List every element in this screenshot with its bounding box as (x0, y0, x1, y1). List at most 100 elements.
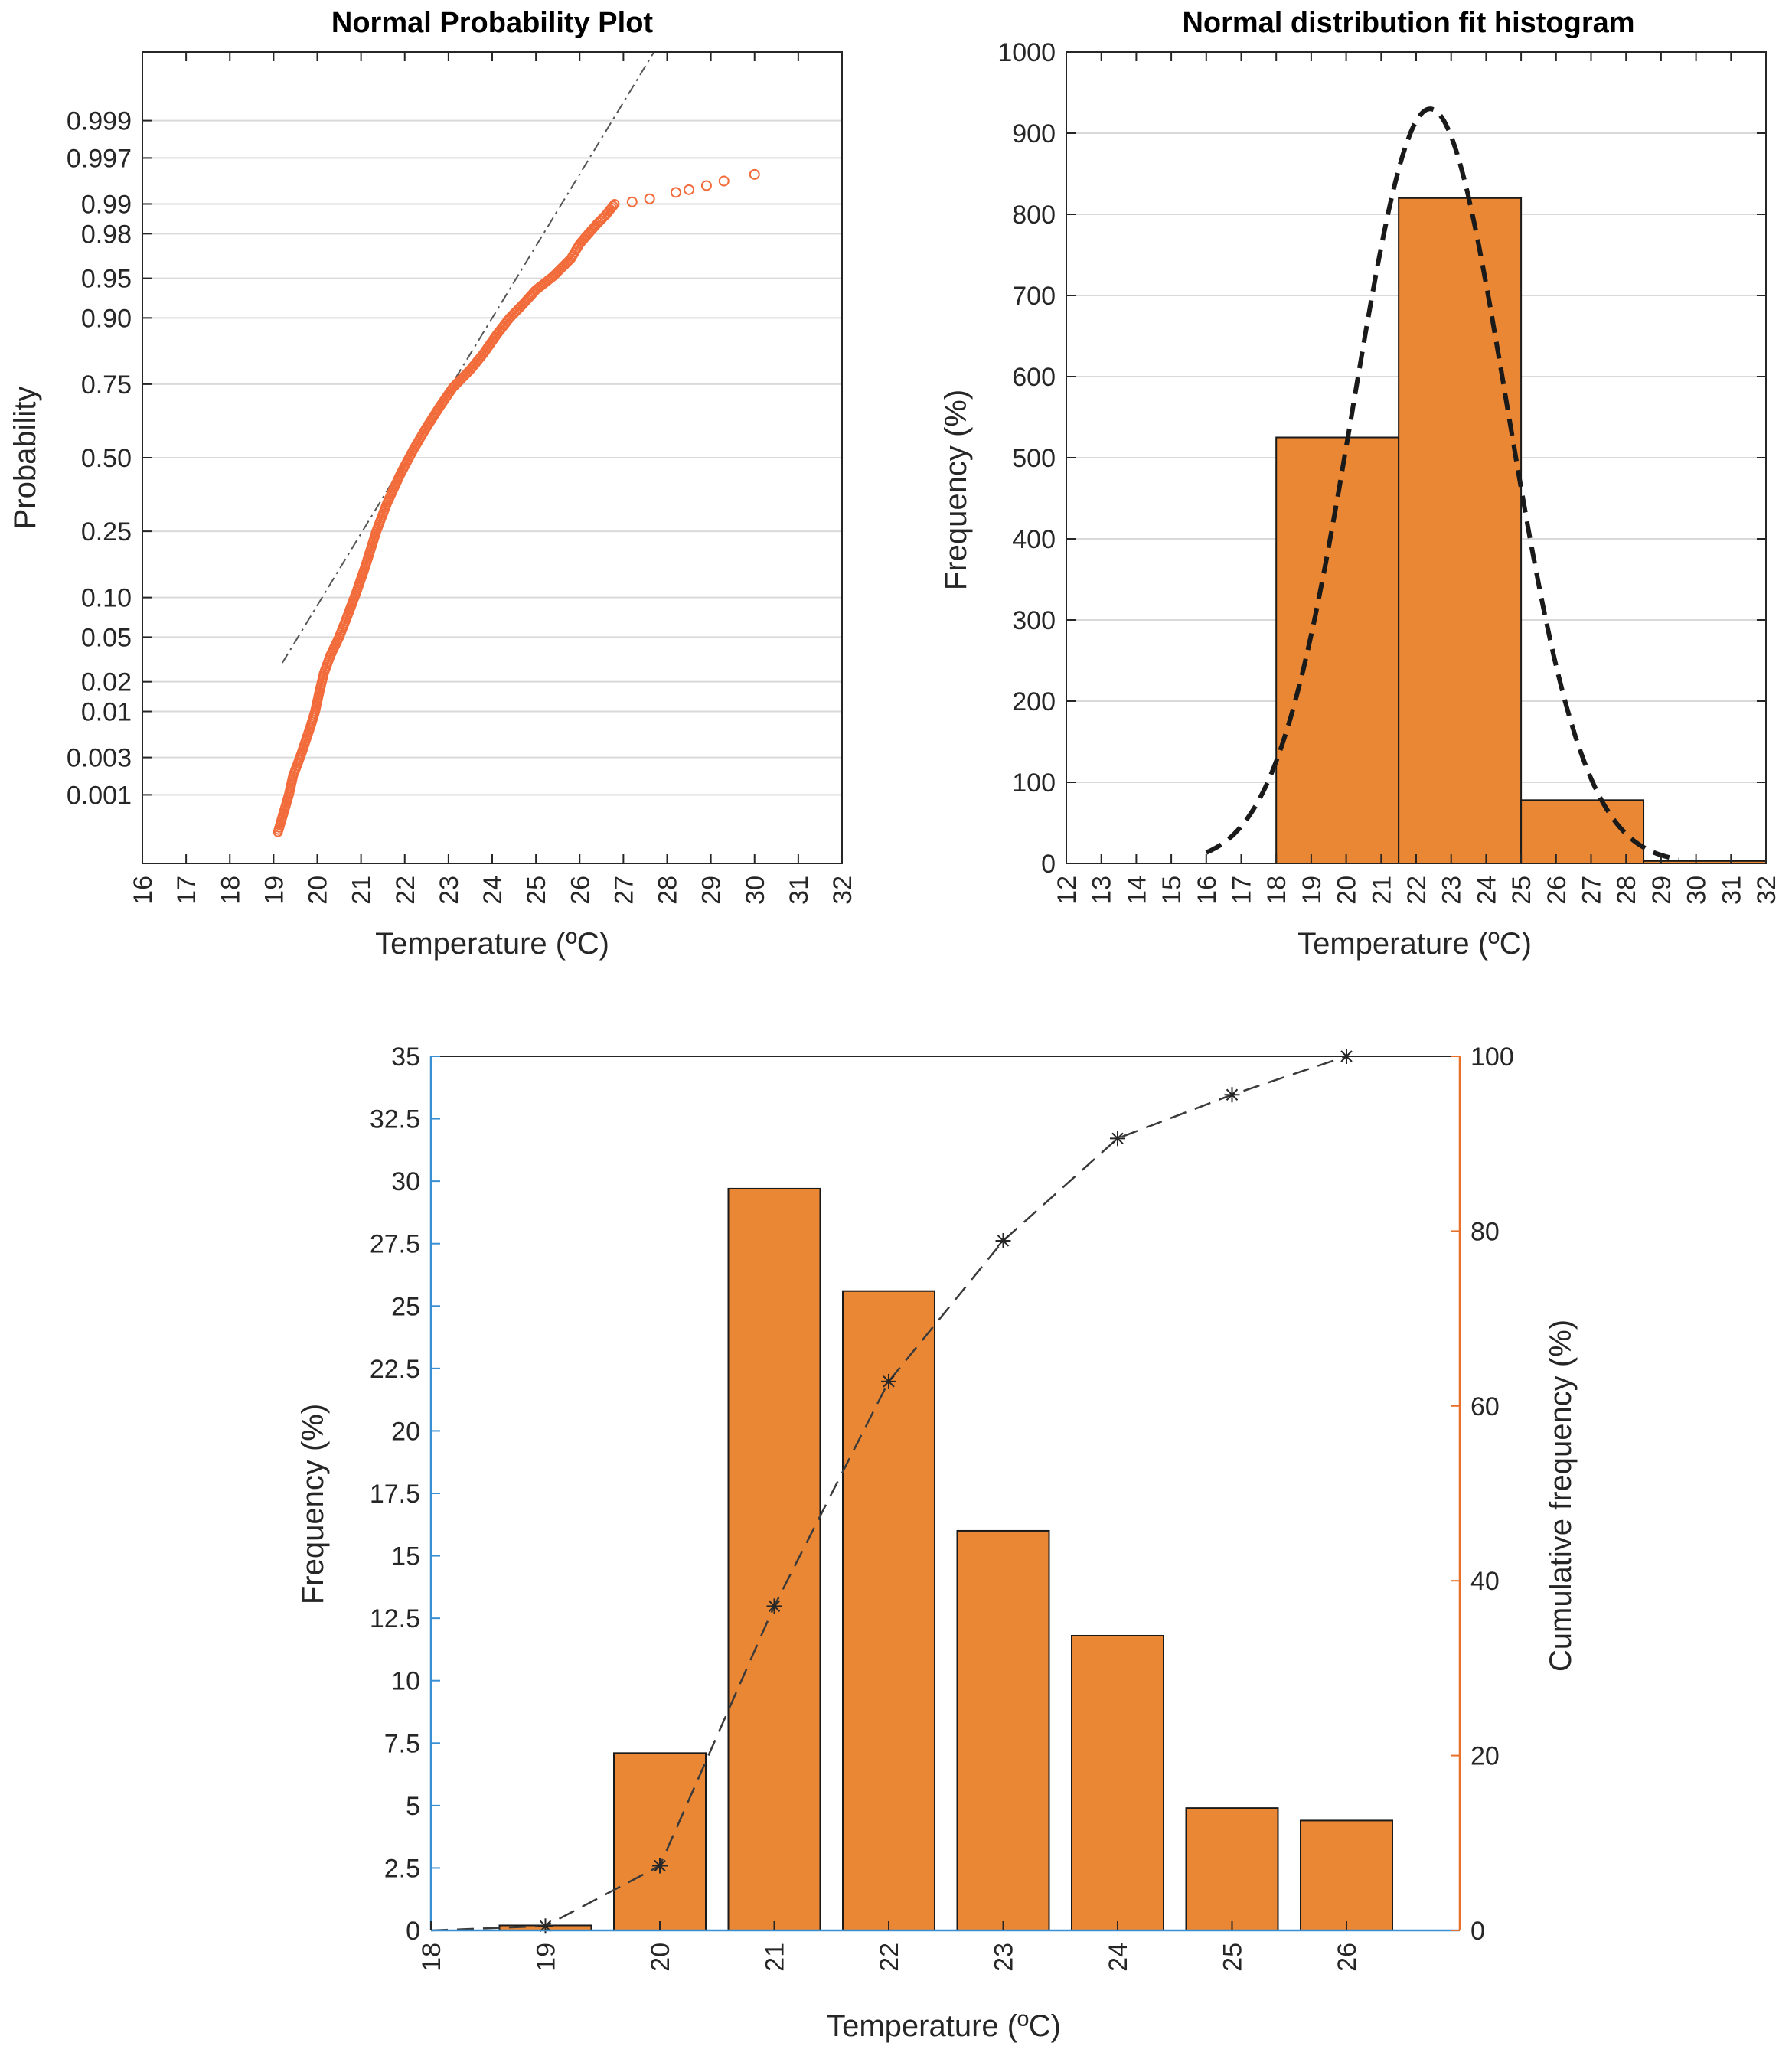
data-point (684, 184, 695, 195)
reference-line (281, 51, 655, 664)
y-tick-label: 0.25 (81, 517, 132, 547)
y-tick-label: 0.05 (81, 623, 132, 652)
y-tick-label: 30 (391, 1167, 420, 1196)
y-tick-label: 35 (391, 1043, 420, 1072)
y-tick-label-right: 20 (1470, 1742, 1500, 1771)
y-tick-label: 32.5 (370, 1105, 420, 1134)
y-tick-label-right: 100 (1470, 1043, 1514, 1072)
data-point (626, 196, 638, 207)
y-tick-label: 2.5 (384, 1854, 420, 1883)
x-tick-label: 18 (417, 1943, 446, 1972)
cumulative-marker (881, 1373, 896, 1389)
marker-stroke (768, 1600, 781, 1613)
y-tick-label: 27.5 (370, 1230, 420, 1259)
frequency-bar (1300, 1819, 1393, 1932)
x-tick-label: 17 (1228, 876, 1257, 905)
x-tick-label: 32 (828, 876, 857, 905)
x-axis-label: Temperature (ºC) (1297, 927, 1532, 961)
x-tick-label: 27 (609, 876, 638, 905)
data-point (700, 180, 712, 191)
y-tick-label-right: 0 (1470, 1917, 1485, 1946)
x-tick-label: 20 (1333, 876, 1362, 905)
histogram-bars (1275, 197, 1768, 864)
cumulative-marker (1224, 1087, 1240, 1103)
y-tick-label: 22.5 (370, 1355, 420, 1384)
cumulative-marker (766, 1598, 782, 1614)
x-tick-label: 18 (216, 876, 245, 905)
reference-fit-line (281, 51, 655, 664)
fit-curve (1205, 106, 1679, 862)
marker-stroke (654, 1859, 666, 1872)
chart-title: Normal distribution fit histogram (1182, 7, 1634, 39)
x-ticks: 12 13 14 15 16 17 18 19 20 21 22 23 24 25 26 27 28 29 30 31… (1053, 52, 1781, 905)
x-tick-label: 28 (1612, 876, 1641, 905)
data-point (718, 175, 730, 187)
x-tick-label: 22 (391, 876, 420, 905)
frequency-bar (727, 1187, 821, 1931)
x-tick-label: 17 (172, 876, 201, 905)
y-tick-label: 400 (1012, 525, 1056, 554)
y-tick-label: 25 (391, 1292, 420, 1321)
cumulative-marker (1110, 1131, 1125, 1147)
y-tick-label-right: 40 (1470, 1567, 1500, 1596)
y-tick-label: 17.5 (370, 1480, 420, 1509)
data-point (609, 198, 620, 209)
y-tick-label: 0.999 (67, 107, 132, 136)
y-tick-label: 200 (1012, 687, 1056, 716)
cumulative-curve (430, 1055, 1347, 1932)
x-tick-label: 23 (1438, 876, 1467, 905)
y-tick-label: 0.01 (81, 698, 132, 727)
y-tick-label: 700 (1012, 282, 1056, 311)
x-tick-label: 28 (654, 876, 683, 905)
y-tick-label: 12.5 (370, 1604, 420, 1633)
y-tick-label: 10 (391, 1667, 420, 1696)
frequency-bars (498, 1187, 1393, 1932)
y-tick-label: 900 (1012, 119, 1056, 148)
x-tick-label: 18 (1262, 876, 1291, 905)
x-tick-label: 26 (1333, 1943, 1362, 1972)
data-points (273, 168, 760, 837)
y-tick-label: 0.10 (81, 584, 132, 613)
x-tick-label: 19 (532, 1943, 561, 1972)
normal-fit-curve (1205, 106, 1679, 862)
y-tick-label: 0 (406, 1917, 420, 1946)
histogram-bar (1398, 197, 1523, 864)
x-tick-label: 24 (1472, 876, 1501, 905)
y-tick-label: 0.99 (81, 190, 132, 219)
x-tick-label: 21 (761, 1943, 790, 1972)
data-point (644, 193, 655, 204)
x-tick-label: 19 (1297, 876, 1327, 905)
histogram-bar (1275, 436, 1400, 864)
x-tick-label: 21 (1367, 876, 1396, 905)
y-tick-label-right: 60 (1470, 1392, 1500, 1421)
y-tick-label: 0.001 (67, 781, 132, 810)
x-tick-label: 22 (875, 1943, 904, 1972)
x-tick-label: 23 (435, 876, 464, 905)
x-tick-label: 23 (990, 1943, 1019, 1972)
y-tick-label: 0.02 (81, 668, 132, 697)
y-axis-label: Probability (8, 387, 42, 530)
x-tick-label: 24 (478, 876, 508, 905)
x-tick-label: 29 (1647, 876, 1676, 905)
x-tick-label: 25 (1507, 876, 1536, 905)
chart-title: Normal Probability Plot (331, 7, 654, 39)
x-tick-label: 32 (1752, 876, 1781, 905)
x-tick-label: 21 (348, 876, 377, 905)
y-tick-label: 100 (1012, 768, 1056, 798)
y-tick-label: 800 (1012, 201, 1056, 230)
x-tick-label: 25 (1219, 1943, 1248, 1972)
x-tick-label: 16 (129, 876, 158, 905)
x-tick-label: 31 (785, 876, 814, 905)
x-tick-label: 13 (1088, 876, 1117, 905)
x-ticks: 18 19 20 21 22 23 24 25 26 (417, 1921, 1362, 1972)
y-tick-label: 0 (1041, 850, 1056, 879)
x-ticks: 16 17 18 19 20 21 22 23 24 25 26 27 28 29 30 31 32 (129, 52, 857, 905)
x-tick-label: 30 (1683, 876, 1712, 905)
marker-stroke (997, 1235, 1010, 1247)
y-ticks: 0 100 200 300 400 500 600 700 800 900 1000 (997, 38, 1766, 879)
y-ticks-left: 0 2.5 5 7.5 10 12.5 15 17.5 20 22.5 25 27.5 30 32.5 35 (370, 1043, 440, 1946)
y-tick-label: 0.003 (67, 744, 132, 773)
x-tick-label: 31 (1717, 876, 1746, 905)
cumulative-marker (995, 1232, 1011, 1248)
